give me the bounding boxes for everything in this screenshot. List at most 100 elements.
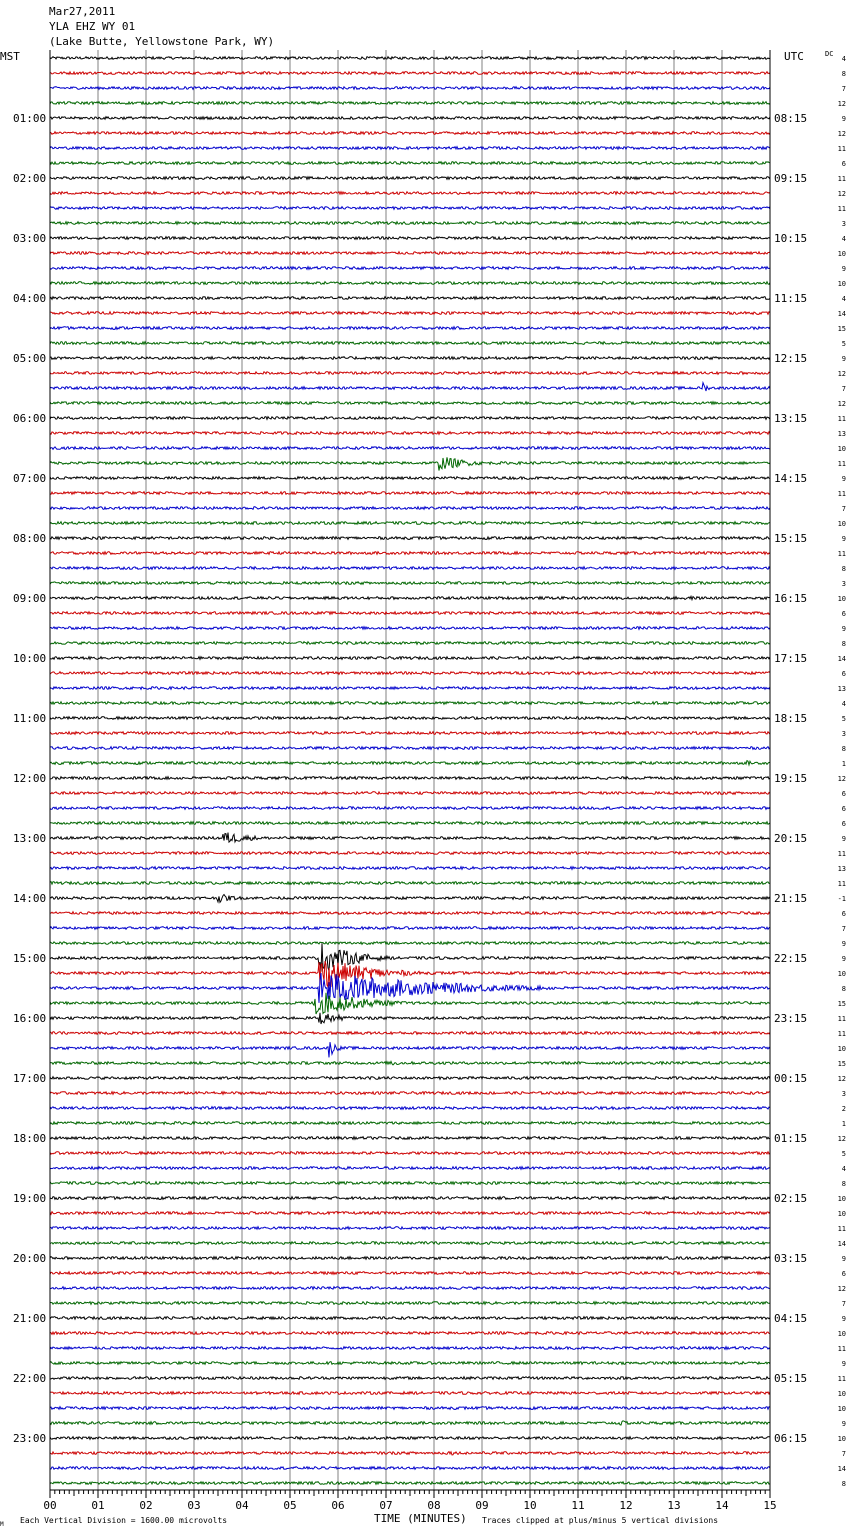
left-hour-label: 16:00 xyxy=(13,1012,46,1025)
dc-offset-label: 7 xyxy=(842,385,846,393)
dc-offset-label: 11 xyxy=(838,1375,846,1383)
dc-offset-label: 6 xyxy=(842,610,846,618)
right-hour-label: 23:15 xyxy=(774,1012,807,1025)
dc-offset-label: 11 xyxy=(838,1030,846,1038)
right-timezone-label: UTC xyxy=(784,50,804,63)
right-hour-label: 09:15 xyxy=(774,172,807,185)
minute-grid xyxy=(49,50,771,1490)
right-hour-label: 01:15 xyxy=(774,1132,807,1145)
left-hour-label: 09:00 xyxy=(13,592,46,605)
dc-offset-label: 12 xyxy=(838,1285,846,1293)
trace-row-94 xyxy=(50,1465,771,1471)
right-hour-label: 21:15 xyxy=(774,892,807,905)
x-tick-label: 13 xyxy=(667,1499,680,1512)
left-hour-label: 23:00 xyxy=(13,1432,46,1445)
dc-offset-label: 4 xyxy=(842,55,846,63)
dc-offset-label: 3 xyxy=(842,730,846,738)
trace-row-21 xyxy=(49,370,771,376)
right-hour-label: 03:15 xyxy=(774,1252,807,1265)
dc-offset-label: 3 xyxy=(842,220,846,228)
trace-row-47 xyxy=(49,759,771,767)
left-hour-label: 21:00 xyxy=(13,1312,46,1325)
dc-offset-label: 8 xyxy=(842,1180,846,1188)
dc-offset-label: 10 xyxy=(838,595,846,603)
x-tick-label: 07 xyxy=(379,1499,392,1512)
dc-offset-label: 12 xyxy=(838,1075,846,1083)
trace-row-8 xyxy=(49,175,771,181)
trace-row-45 xyxy=(49,730,771,736)
dc-offset-label: 9 xyxy=(842,1255,846,1263)
x-tick-label: 03 xyxy=(187,1499,200,1512)
dc-offset-label: 15 xyxy=(838,325,846,333)
trace-row-44 xyxy=(49,715,771,721)
dc-offset-label: 11 xyxy=(838,145,846,153)
trace-row-38 xyxy=(49,625,771,631)
dc-offset-label: 10 xyxy=(838,1330,846,1338)
dc-offset-label: 10 xyxy=(838,1435,846,1443)
trace-row-6 xyxy=(49,145,771,151)
dc-offset-label: 11 xyxy=(838,175,846,183)
trace-row-39 xyxy=(50,640,771,646)
dc-offset-label: 11 xyxy=(838,460,846,468)
trace-row-67 xyxy=(49,1060,771,1066)
trace-row-49 xyxy=(49,790,771,796)
dc-offset-label: 6 xyxy=(842,790,846,798)
trace-row-80 xyxy=(49,1255,771,1261)
dc-offset-label: 6 xyxy=(842,910,846,918)
trace-row-60 xyxy=(49,943,771,972)
right-hour-label: 12:15 xyxy=(774,352,807,365)
trace-row-74 xyxy=(49,1165,771,1171)
trace-row-92 xyxy=(49,1435,771,1441)
right-hour-label: 13:15 xyxy=(774,412,807,425)
x-tick-label: 08 xyxy=(427,1499,440,1512)
dc-offset-label: 7 xyxy=(842,925,846,933)
trace-row-7 xyxy=(49,160,771,166)
dc-offset-label: 14 xyxy=(838,1240,846,1248)
dc-offset-label: -1 xyxy=(838,895,846,903)
right-hour-label: 06:15 xyxy=(774,1432,807,1445)
trace-row-65 xyxy=(49,1030,771,1036)
dc-offset-label: 10 xyxy=(838,1195,846,1203)
trace-row-0 xyxy=(49,55,771,61)
trace-row-16 xyxy=(49,295,771,301)
x-tick-label: 12 xyxy=(619,1499,632,1512)
dc-offset-label: 6 xyxy=(842,1270,846,1278)
dc-offset-label: 9 xyxy=(842,940,846,948)
trace-row-61 xyxy=(49,961,771,989)
dc-offset-label: 3 xyxy=(842,1090,846,1098)
trace-row-27 xyxy=(49,457,771,471)
x-tick-label: 06 xyxy=(331,1499,344,1512)
trace-row-88 xyxy=(49,1375,771,1381)
x-tick-label: 11 xyxy=(571,1499,584,1512)
dc-offset-label: 9 xyxy=(842,835,846,843)
trace-row-73 xyxy=(49,1150,771,1156)
dc-offset-label: 9 xyxy=(842,625,846,633)
left-hour-label: 22:00 xyxy=(13,1372,46,1385)
x-tick-label: 14 xyxy=(715,1499,729,1512)
dc-offset-label: 10 xyxy=(838,1045,846,1053)
dc-offset-label: 9 xyxy=(842,1360,846,1368)
dc-offset-label: 10 xyxy=(838,1210,846,1218)
trace-row-26 xyxy=(49,445,771,451)
x-axis-title: TIME (MINUTES) xyxy=(374,1512,467,1525)
trace-row-36 xyxy=(49,594,771,602)
trace-row-29 xyxy=(49,490,771,496)
dc-offset-label: 12 xyxy=(838,100,846,108)
left-hour-label: 03:00 xyxy=(13,232,46,245)
dc-offset-label: 4 xyxy=(842,1165,846,1173)
trace-row-12 xyxy=(49,235,771,241)
trace-row-34 xyxy=(49,565,771,571)
dc-offset-label: 13 xyxy=(838,865,846,873)
x-tick-label: 15 xyxy=(763,1499,776,1512)
dc-offset-label: 1 xyxy=(842,1120,846,1128)
dc-offset-label: 7 xyxy=(842,85,846,93)
right-hour-label: 11:15 xyxy=(774,292,807,305)
dc-offset-label: 8 xyxy=(842,985,846,993)
dc-offset-label: 11 xyxy=(838,205,846,213)
dc-offset-label: 8 xyxy=(842,745,846,753)
trace-row-75 xyxy=(49,1180,771,1186)
x-tick-label: 05 xyxy=(283,1499,296,1512)
dc-offset-label: 9 xyxy=(842,535,846,543)
trace-row-2 xyxy=(49,85,771,91)
dc-header-label: DC xyxy=(825,50,833,58)
